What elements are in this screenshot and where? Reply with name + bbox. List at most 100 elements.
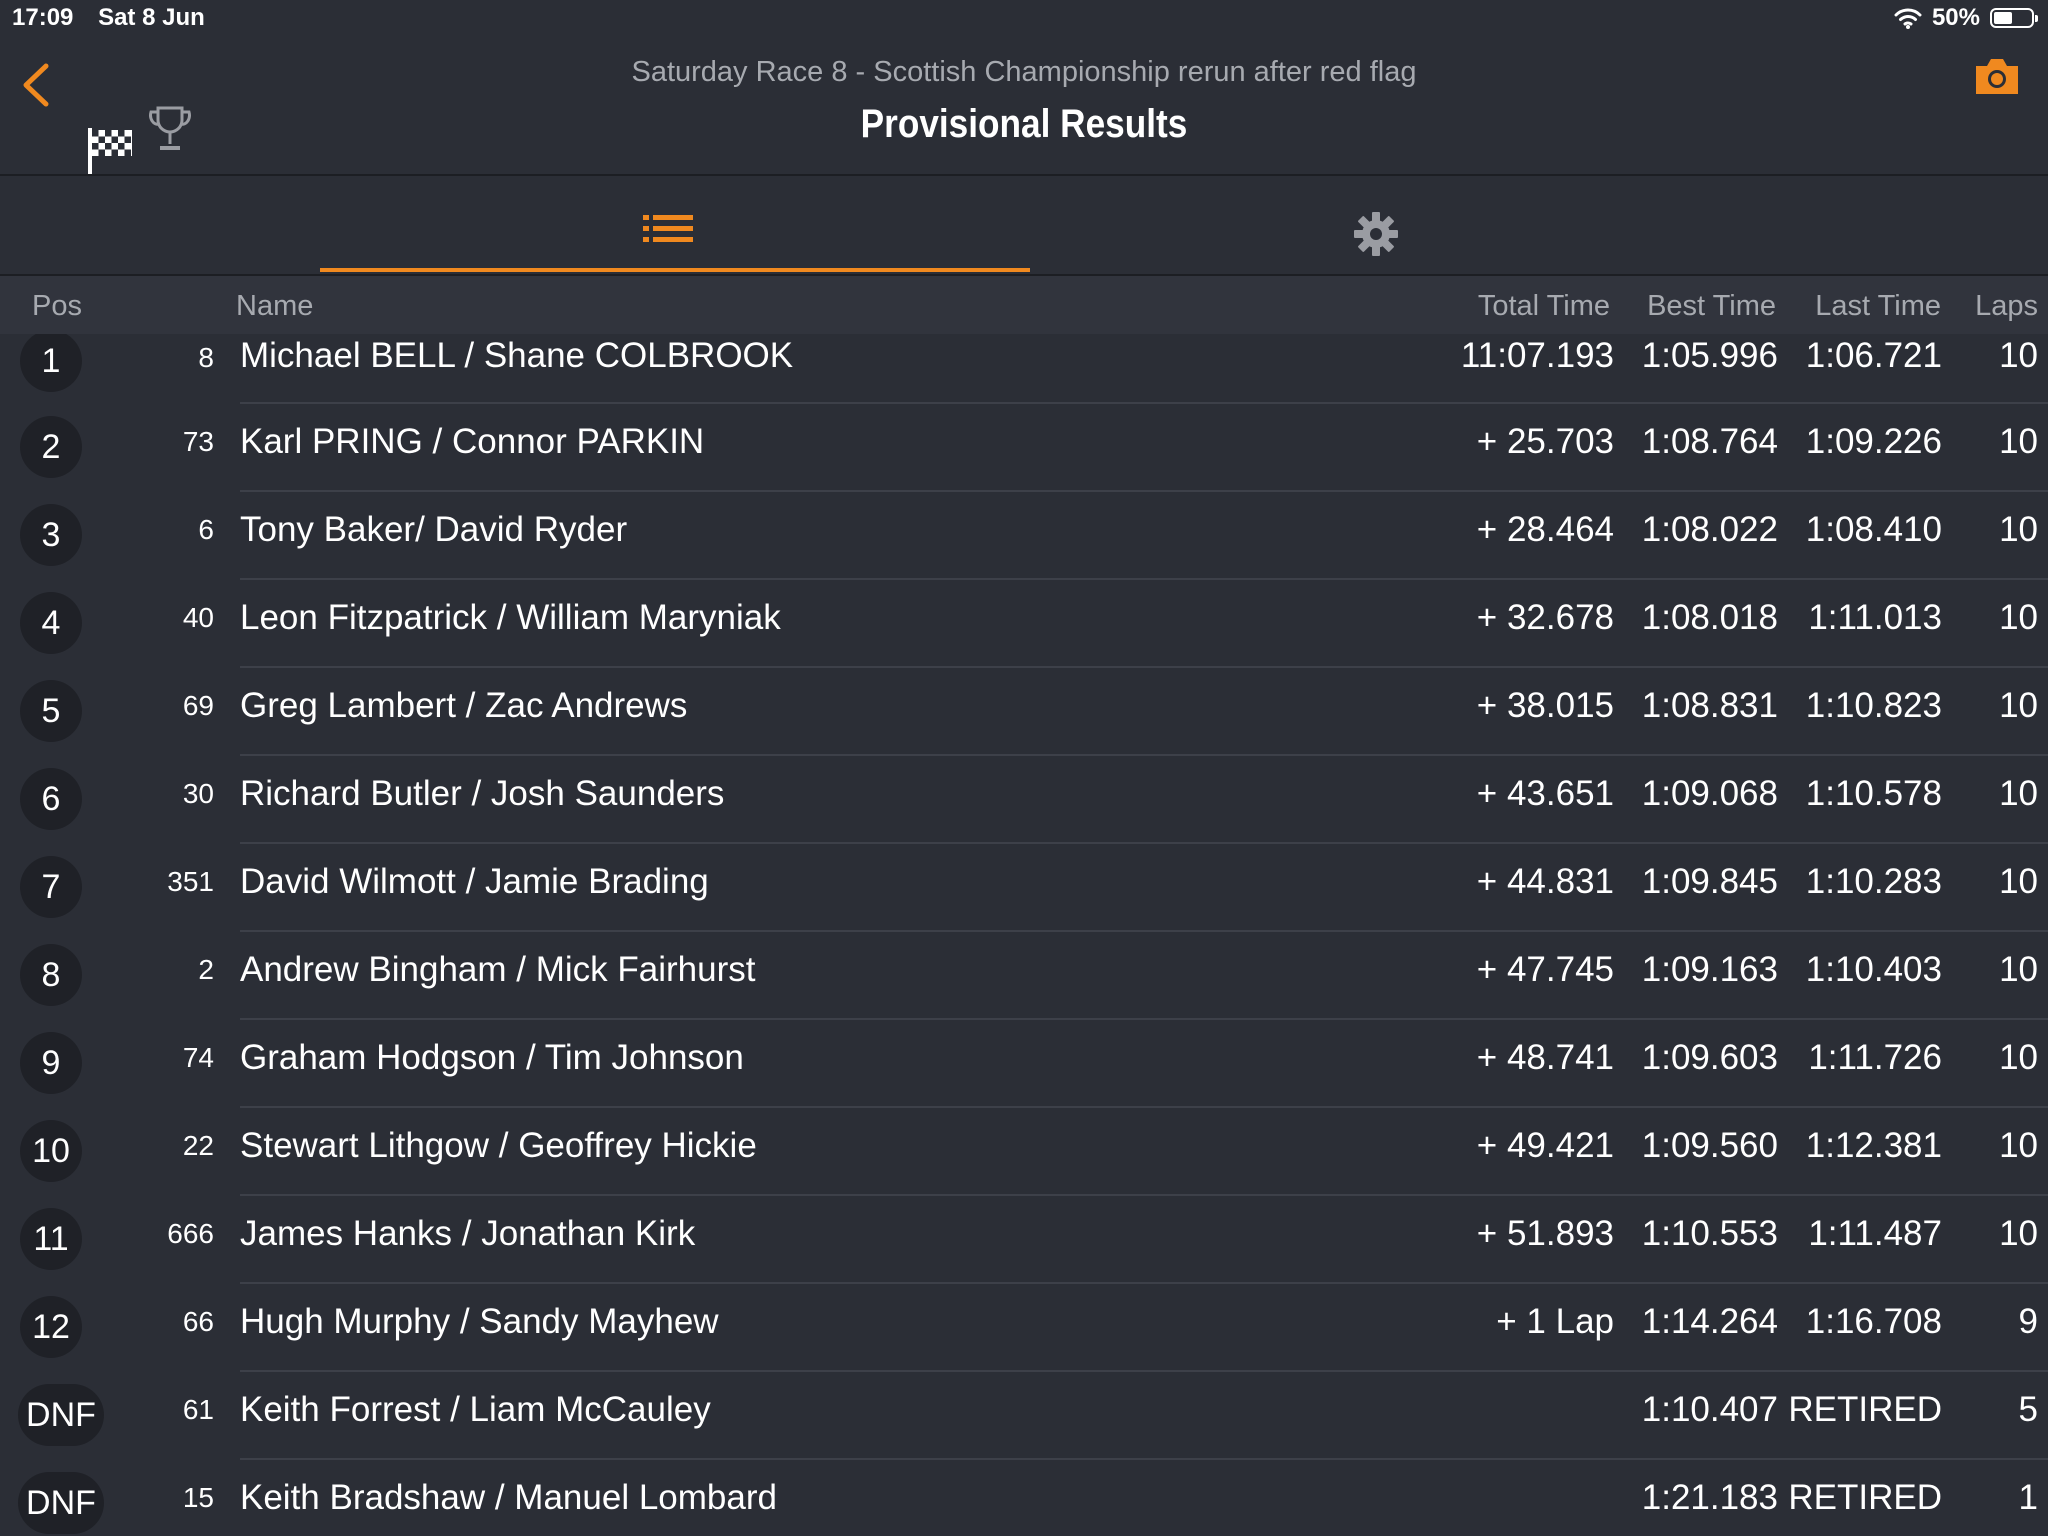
result-row[interactable]: DNF 15 Keith Bradshaw / Manuel Lombard 1… bbox=[0, 1460, 2048, 1536]
list-icon bbox=[643, 215, 693, 242]
tab-results-list[interactable] bbox=[320, 176, 1030, 274]
car-number: 61 bbox=[182, 1394, 214, 1425]
car-number: 666 bbox=[167, 1218, 214, 1249]
best-time: 1:14.264 bbox=[1641, 1302, 1778, 1341]
total-time: + 1 Lap bbox=[1496, 1302, 1614, 1341]
position-badge: 8 bbox=[20, 944, 82, 1006]
trophy-icon[interactable] bbox=[148, 104, 192, 154]
result-row[interactable]: 12 66 Hugh Murphy / Sandy Mayhew + 1 Lap… bbox=[0, 1284, 2048, 1372]
car-number: 74 bbox=[182, 1042, 214, 1073]
car-number: 69 bbox=[182, 690, 214, 721]
result-row[interactable]: 5 69 Greg Lambert / Zac Andrews + 38.015… bbox=[0, 668, 2048, 756]
battery-icon bbox=[1990, 8, 2038, 28]
best-time: 1:08.764 bbox=[1641, 422, 1778, 461]
camera-button[interactable] bbox=[1972, 54, 2022, 100]
driver-names: Tony Baker/ David Ryder bbox=[240, 510, 628, 549]
position-badge: 1 bbox=[20, 334, 82, 392]
result-row[interactable]: 4 40 Leon Fitzpatrick / William Maryniak… bbox=[0, 580, 2048, 668]
result-row[interactable]: 9 74 Graham Hodgson / Tim Johnson + 48.7… bbox=[0, 1020, 2048, 1108]
total-time: + 43.651 bbox=[1476, 774, 1614, 813]
last-time: 1:10.403 bbox=[1805, 950, 1942, 989]
best-time: 1:08.018 bbox=[1641, 598, 1778, 637]
last-time: 1:12.381 bbox=[1805, 1126, 1942, 1165]
driver-names: Stewart Lithgow / Geoffrey Hickie bbox=[240, 1126, 757, 1165]
last-time: 1:11.013 bbox=[1808, 598, 1942, 637]
status-date: Sat 8 Jun bbox=[98, 4, 205, 31]
result-row[interactable]: 3 6 Tony Baker/ David Ryder + 28.464 1:0… bbox=[0, 492, 2048, 580]
tab-bar bbox=[0, 176, 2048, 276]
laps: 10 bbox=[1999, 1214, 2038, 1253]
column-total-time: Total Time bbox=[1477, 290, 1610, 322]
car-number: 30 bbox=[182, 778, 214, 809]
total-time: + 51.893 bbox=[1476, 1214, 1614, 1253]
best-time: 1:08.831 bbox=[1641, 686, 1778, 725]
car-number: 40 bbox=[182, 602, 214, 633]
position-badge: 9 bbox=[20, 1032, 82, 1094]
row-divider bbox=[240, 1458, 2048, 1460]
position-badge: 10 bbox=[20, 1120, 82, 1182]
driver-names: Keith Forrest / Liam McCauley bbox=[240, 1390, 711, 1429]
best-time: 1:08.022 bbox=[1641, 510, 1778, 549]
best-time: 1:05.996 bbox=[1641, 336, 1778, 375]
last-time: 1:10.578 bbox=[1805, 774, 1942, 813]
total-time: + 25.703 bbox=[1476, 422, 1614, 461]
row-divider bbox=[240, 1018, 2048, 1020]
row-divider bbox=[240, 754, 2048, 756]
best-time: 1:21.183 bbox=[1641, 1478, 1778, 1517]
result-row[interactable]: 10 22 Stewart Lithgow / Geoffrey Hickie … bbox=[0, 1108, 2048, 1196]
results-list[interactable]: 1 8 Michael BELL / Shane COLBROOK 11:07.… bbox=[0, 334, 2048, 1536]
result-row[interactable]: DNF 61 Keith Forrest / Liam McCauley 1:1… bbox=[0, 1372, 2048, 1460]
result-row[interactable]: 2 73 Karl PRING / Connor PARKIN + 25.703… bbox=[0, 404, 2048, 492]
total-time: + 47.745 bbox=[1476, 950, 1614, 989]
laps: 9 bbox=[2018, 1302, 2038, 1341]
result-row[interactable]: 7 351 David Wilmott / Jamie Brading + 44… bbox=[0, 844, 2048, 932]
position-badge: 5 bbox=[20, 680, 82, 742]
position-badge: DNF bbox=[18, 1384, 104, 1446]
best-time: 1:10.553 bbox=[1641, 1214, 1778, 1253]
row-divider bbox=[240, 1106, 2048, 1108]
position-badge: 3 bbox=[20, 504, 82, 566]
last-time: 1:11.726 bbox=[1808, 1038, 1942, 1077]
laps: 10 bbox=[1999, 336, 2038, 375]
race-subtitle: Saturday Race 8 - Scottish Championship … bbox=[631, 56, 1417, 88]
driver-names: David Wilmott / Jamie Brading bbox=[240, 862, 709, 901]
total-time: + 32.678 bbox=[1476, 598, 1614, 637]
total-time: + 49.421 bbox=[1476, 1126, 1614, 1165]
tab-selected-indicator bbox=[320, 268, 1030, 272]
last-time: 1:11.487 bbox=[1808, 1214, 1942, 1253]
car-number: 22 bbox=[182, 1130, 214, 1161]
header: Saturday Race 8 - Scottish Championship … bbox=[0, 40, 2048, 176]
status-time: 17:09 bbox=[12, 4, 74, 31]
car-number: 351 bbox=[167, 866, 214, 897]
car-number: 15 bbox=[182, 1482, 214, 1513]
driver-names: Keith Bradshaw / Manuel Lombard bbox=[240, 1478, 777, 1517]
position-badge: 12 bbox=[20, 1296, 82, 1358]
column-best-time: Best Time bbox=[1647, 290, 1776, 322]
driver-names: James Hanks / Jonathan Kirk bbox=[240, 1214, 696, 1253]
gear-icon bbox=[1354, 212, 1398, 256]
car-number: 8 bbox=[198, 342, 214, 373]
laps: 10 bbox=[1999, 1126, 2038, 1165]
column-last-time: Last Time bbox=[1815, 290, 1941, 322]
battery-level bbox=[1994, 12, 2012, 24]
laps: 10 bbox=[1999, 1038, 2038, 1077]
checkered-flag-icon[interactable] bbox=[86, 104, 134, 194]
column-laps: Laps bbox=[1975, 290, 2038, 322]
row-divider bbox=[240, 1194, 2048, 1196]
last-time: 1:16.708 bbox=[1805, 1302, 1942, 1341]
result-row[interactable]: 8 2 Andrew Bingham / Mick Fairhurst + 47… bbox=[0, 932, 2048, 1020]
result-row[interactable]: 1 8 Michael BELL / Shane COLBROOK 11:07.… bbox=[0, 334, 2048, 404]
result-row[interactable]: 6 30 Richard Butler / Josh Saunders + 43… bbox=[0, 756, 2048, 844]
row-divider bbox=[240, 930, 2048, 932]
total-time: + 28.464 bbox=[1476, 510, 1614, 549]
status-right: 50% bbox=[1894, 4, 2038, 32]
position-badge: 11 bbox=[20, 1208, 82, 1270]
total-time: + 44.831 bbox=[1476, 862, 1614, 901]
back-button[interactable] bbox=[18, 60, 58, 110]
tab-settings[interactable] bbox=[1030, 176, 1740, 274]
last-time: 1:10.283 bbox=[1805, 862, 1942, 901]
row-divider bbox=[240, 402, 2048, 404]
row-divider bbox=[240, 666, 2048, 668]
result-row[interactable]: 11 666 James Hanks / Jonathan Kirk + 51.… bbox=[0, 1196, 2048, 1284]
driver-names: Andrew Bingham / Mick Fairhurst bbox=[240, 950, 756, 989]
